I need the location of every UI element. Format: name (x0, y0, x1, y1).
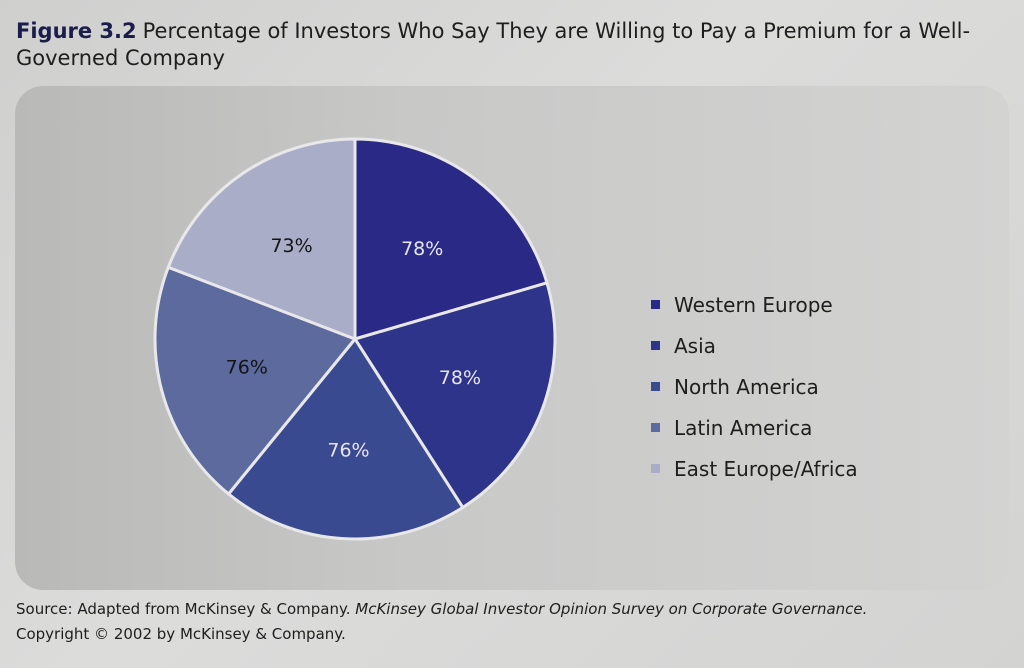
legend-swatch (651, 300, 660, 309)
legend-swatch (651, 341, 660, 350)
data-label-western-europe: 78% (401, 238, 443, 260)
legend-item-north-america: North America (651, 366, 858, 407)
pie-slices (153, 137, 557, 541)
data-label-north-america: 76% (327, 439, 369, 461)
legend-swatch (651, 464, 660, 473)
legend-label: Latin America (674, 415, 813, 440)
pie-slice-east-europe-africa (166, 137, 357, 342)
chart-panel: 78% 78% 76% 76% 73% Western Europe Asia North … (15, 86, 1009, 590)
legend-swatch (651, 423, 660, 432)
pie-slice-asia (352, 281, 557, 510)
chart-legend: Western Europe Asia North America Latin Ame… (651, 284, 858, 489)
legend-swatch (651, 382, 660, 391)
pie-slice-north-america (226, 336, 465, 541)
pie-slice-western-europe (353, 137, 549, 342)
legend-label: Asia (674, 333, 716, 358)
legend-item-asia: Asia (651, 325, 858, 366)
source-prefix: Source: Adapted from McKinsey & Company. (16, 600, 356, 618)
figure-title-text: Percentage of Investors Who Say They are… (16, 19, 971, 70)
figure-source: Source: Adapted from McKinsey & Company.… (16, 597, 1006, 647)
legend-item-latin-america: Latin America (651, 407, 858, 448)
pie-slice-latin-america (153, 265, 358, 497)
data-label-east-europe-africa: 73% (270, 235, 312, 257)
copyright-line: Copyright © 2002 by McKinsey & Company. (16, 625, 346, 643)
pie-chart: 78% 78% 76% 76% 73% (153, 137, 557, 541)
data-label-latin-america: 76% (226, 356, 268, 378)
source-line: Source: Adapted from McKinsey & Company.… (16, 597, 1006, 622)
source-publication: McKinsey Global Investor Opinion Survey … (355, 600, 868, 618)
legend-label: Western Europe (674, 292, 833, 317)
legend-item-western-europe: Western Europe (651, 284, 858, 325)
legend-label: East Europe/Africa (674, 456, 858, 481)
legend-label: North America (674, 374, 819, 399)
legend-item-east-europe-africa: East Europe/Africa (651, 448, 858, 489)
data-label-asia: 78% (439, 367, 481, 389)
figure-title: Figure 3.2 Percentage of Investors Who Sa… (16, 18, 1006, 72)
figure-number: Figure 3.2 (16, 19, 137, 43)
pie-data-labels: 78% 78% 76% 76% 73% (226, 235, 481, 461)
